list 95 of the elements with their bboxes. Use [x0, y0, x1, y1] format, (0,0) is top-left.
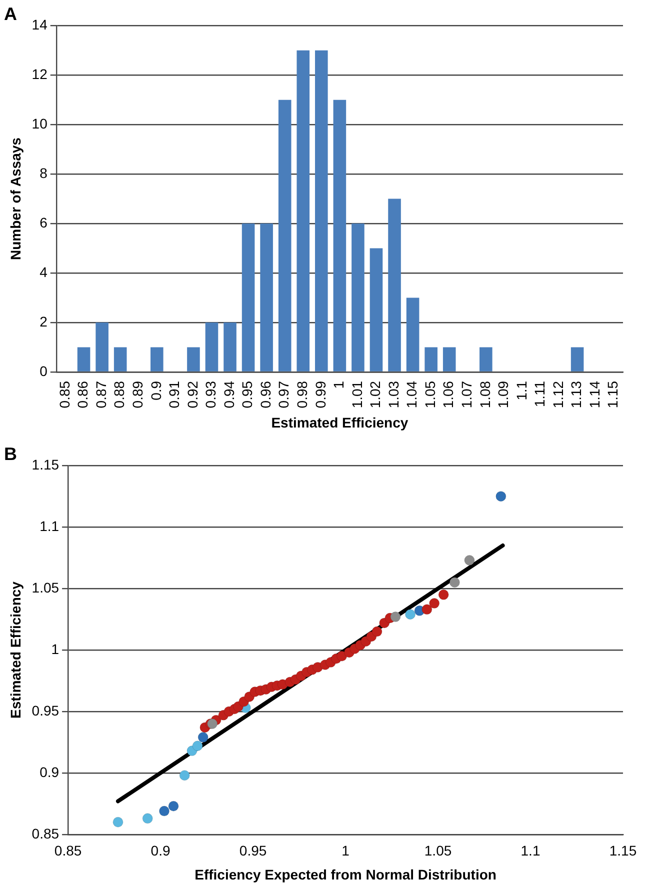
point	[158, 806, 170, 816]
x-tick-label: 1.1	[513, 380, 530, 400]
x-tick-label: 0.94	[220, 380, 237, 408]
y-tick-label: 1.15	[32, 456, 60, 472]
x-tick-label: 0.87	[92, 380, 109, 408]
y-axis-title: Estimated Efficiency	[7, 581, 24, 718]
point	[112, 816, 124, 828]
bar	[150, 347, 164, 372]
x-tick-label: 0.91	[166, 380, 182, 408]
x-tick-label: 0.93	[202, 380, 219, 408]
y-tick-label: 0	[40, 362, 48, 379]
bar	[570, 347, 584, 372]
point	[405, 609, 416, 620]
chart-title: B	[4, 444, 17, 464]
x-tick-label: 1.15	[609, 842, 637, 859]
x-tick-label: 1.02	[367, 380, 384, 408]
bar	[260, 224, 273, 372]
point	[372, 626, 382, 637]
x-tick-label: 1.15	[604, 380, 621, 408]
y-tick-label: 0.9	[40, 764, 60, 780]
y-tick-label: 1.05	[32, 579, 60, 596]
x-tick-label: 0.9	[150, 842, 170, 859]
x-tick-label: 1	[330, 380, 347, 389]
x-tick-label: 1.13	[568, 380, 584, 408]
y-tick-label: 4	[40, 264, 48, 280]
point	[198, 732, 208, 743]
x-tick-label: 1.1	[520, 842, 540, 859]
point	[449, 577, 460, 588]
x-tick-label: 0.9	[148, 380, 164, 400]
point	[179, 770, 190, 781]
bar	[224, 322, 236, 372]
x-tick-label: 1.08	[476, 380, 493, 408]
bar	[278, 100, 292, 372]
x-tick-label: 0.89	[129, 380, 146, 408]
x-tick-label: 0.98	[294, 380, 310, 408]
x-tick-label: 1.05	[424, 842, 452, 859]
bar	[315, 50, 328, 372]
y-tick-label: 1	[51, 640, 60, 657]
x-tick-label: 0.99	[312, 380, 328, 408]
y-tick-label: 8	[40, 164, 48, 181]
bar	[333, 100, 346, 372]
bar	[442, 347, 456, 372]
point	[496, 491, 506, 502]
bar	[205, 322, 218, 372]
point	[390, 612, 401, 622]
bar	[388, 198, 401, 372]
x-tick-label: 0.97	[276, 380, 292, 408]
x-tick-label: 0.86	[74, 380, 91, 408]
x-tick-label: 0.92	[184, 380, 200, 408]
x-tick-label: 1.05	[422, 380, 438, 408]
y-tick-label: 14	[32, 16, 48, 32]
bar	[406, 298, 420, 372]
point	[192, 740, 203, 752]
point	[142, 813, 153, 824]
point	[168, 800, 179, 812]
x-tick-label: 0.96	[257, 380, 274, 408]
point	[422, 604, 432, 615]
chart-title: A	[4, 4, 17, 24]
x-tick-label: 1.06	[440, 380, 456, 408]
point	[429, 598, 440, 609]
y-tick-label: 6	[40, 214, 48, 230]
bar	[242, 224, 255, 372]
x-tick-label: 1.11	[532, 380, 548, 408]
x-tick-label: 1.09	[495, 380, 512, 408]
x-axis-title: Estimated Efficiency	[271, 414, 408, 430]
y-tick-label: 10	[32, 115, 48, 132]
x-tick-label: 1.07	[458, 380, 474, 408]
x-tick-label: 1.04	[404, 380, 420, 408]
x-tick-label: 0.95	[239, 380, 256, 408]
x-tick-label: 1.03	[385, 380, 402, 408]
x-tick-label: 0.88	[111, 380, 128, 408]
bar	[480, 347, 492, 372]
x-tick-label: 0.95	[239, 842, 267, 859]
x-axis-title: Efficiency Expected from Normal Distribution	[194, 866, 496, 882]
x-tick-label: 0.85	[54, 842, 82, 859]
x-tick-label: 1.01	[348, 380, 365, 408]
bar	[96, 322, 108, 372]
point	[438, 589, 449, 600]
y-tick-label: 0.95	[32, 702, 60, 718]
bar	[77, 347, 90, 372]
bar	[352, 224, 364, 372]
bar	[114, 347, 127, 372]
bar	[424, 347, 438, 372]
x-tick-label: 1.12	[550, 380, 566, 408]
point	[464, 555, 475, 566]
y-tick-label: 2	[40, 313, 48, 330]
y-tick-label: 1.1	[40, 518, 60, 534]
x-tick-label: 1	[342, 842, 350, 859]
y-tick-label: 12	[32, 66, 48, 82]
x-tick-label: 1.14	[586, 380, 602, 408]
bar	[296, 50, 310, 372]
y-tick-label: 0.85	[32, 825, 60, 842]
y-axis-title: Number of Assays	[7, 137, 24, 260]
bar	[187, 347, 200, 372]
bar	[370, 248, 383, 372]
